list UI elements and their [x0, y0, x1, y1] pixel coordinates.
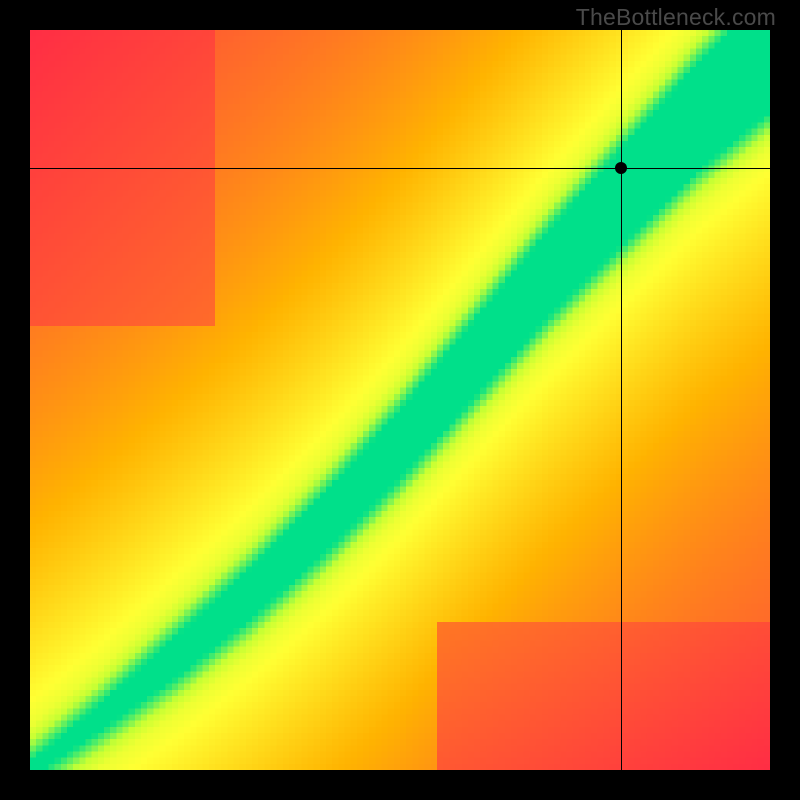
- crosshair-vertical: [621, 30, 622, 770]
- selection-marker: [615, 162, 627, 174]
- watermark-text: TheBottleneck.com: [576, 4, 776, 31]
- heatmap-canvas: [30, 30, 770, 770]
- bottleneck-heatmap: [30, 30, 770, 770]
- crosshair-horizontal: [30, 168, 770, 169]
